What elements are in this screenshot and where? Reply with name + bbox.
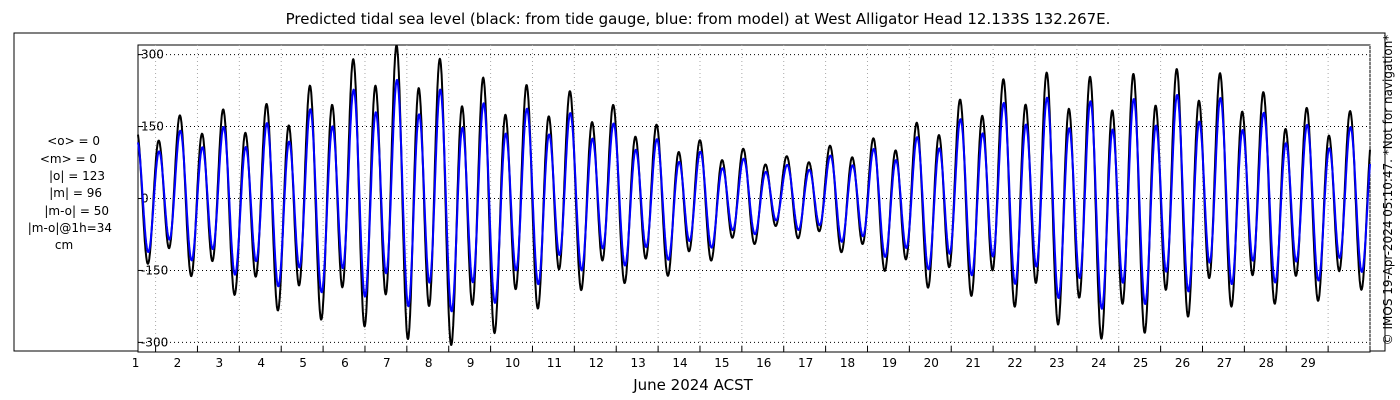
x-tick-label: 29 bbox=[1300, 356, 1315, 370]
y-tick-label: -300 bbox=[141, 335, 168, 349]
series-tide-gauge bbox=[137, 44, 1371, 346]
x-tick-label: 3 bbox=[216, 356, 224, 370]
x-tick-label: 18 bbox=[840, 356, 855, 370]
series-line-tide-gauge bbox=[137, 44, 1371, 346]
x-tick-label: 12 bbox=[589, 356, 604, 370]
x-tick-label: 8 bbox=[425, 356, 433, 370]
x-tick-label: 6 bbox=[341, 356, 349, 370]
x-tick-label: 23 bbox=[1049, 356, 1064, 370]
x-tick-label: 22 bbox=[1007, 356, 1022, 370]
copyright-notice: © IMOS 19-Apr-2024 05:10:47. *Not for na… bbox=[1381, 35, 1395, 346]
stat-abs-obs: |o| = 123 bbox=[49, 169, 105, 183]
stat-mean-obs: <o> = 0 bbox=[47, 134, 100, 148]
x-tick-label: 5 bbox=[299, 356, 307, 370]
x-tick-label: 7 bbox=[383, 356, 391, 370]
x-tick-label: 24 bbox=[1091, 356, 1106, 370]
series-line-model bbox=[137, 78, 1371, 313]
y-tick-label: 0 bbox=[141, 192, 149, 206]
stat-abs-model: |m| = 96 bbox=[49, 186, 102, 200]
x-tick-label: 1 bbox=[132, 356, 140, 370]
x-tick-label: 2 bbox=[174, 356, 182, 370]
x-tick-label: 11 bbox=[547, 356, 562, 370]
x-tick-label: 9 bbox=[467, 356, 475, 370]
x-tick-label: 4 bbox=[257, 356, 265, 370]
x-tick-label: 21 bbox=[965, 356, 980, 370]
x-axis-ticks: 1 2 3 4 5 6 7 8 9 10 11 12 13 14 15 16 17 18 19 20 21 22 23 24 2… bbox=[132, 346, 1371, 370]
plot-area bbox=[137, 44, 1371, 353]
stats-box: <o> = 0 <m> = 0 |o| = 123 |m| = 96 |m-o|… bbox=[28, 134, 112, 252]
x-tick-label: 27 bbox=[1217, 356, 1232, 370]
stat-mean-model: <m> = 0 bbox=[40, 152, 97, 166]
stat-abs-diff: |m-o| = 50 bbox=[44, 204, 109, 218]
x-tick-label: 25 bbox=[1133, 356, 1148, 370]
y-tick-label: 150 bbox=[141, 120, 164, 134]
y-tick-label: 300 bbox=[141, 48, 164, 62]
y-tick-label: -150 bbox=[141, 263, 168, 277]
y-axis-ticks: 300 150 0 -150 -300 bbox=[138, 48, 168, 349]
x-tick-label: 26 bbox=[1175, 356, 1190, 370]
x-tick-label: 20 bbox=[924, 356, 939, 370]
series-model bbox=[137, 78, 1371, 313]
grid-lines bbox=[138, 45, 1371, 352]
x-tick-label: 19 bbox=[882, 356, 897, 370]
x-tick-label: 17 bbox=[798, 356, 813, 370]
stat-unit: cm bbox=[55, 238, 73, 252]
stat-abs-diff-1h: |m-o|@1h=34 bbox=[28, 221, 112, 235]
x-tick-label: 16 bbox=[756, 356, 771, 370]
x-tick-label: 15 bbox=[714, 356, 729, 370]
chart-title: Predicted tidal sea level (black: from t… bbox=[286, 10, 1111, 28]
x-tick-label: 28 bbox=[1259, 356, 1274, 370]
x-tick-label: 10 bbox=[505, 356, 520, 370]
x-tick-label: 13 bbox=[630, 356, 645, 370]
x-axis-label: June 2024 ACST bbox=[632, 376, 753, 394]
x-tick-label: 14 bbox=[672, 356, 687, 370]
